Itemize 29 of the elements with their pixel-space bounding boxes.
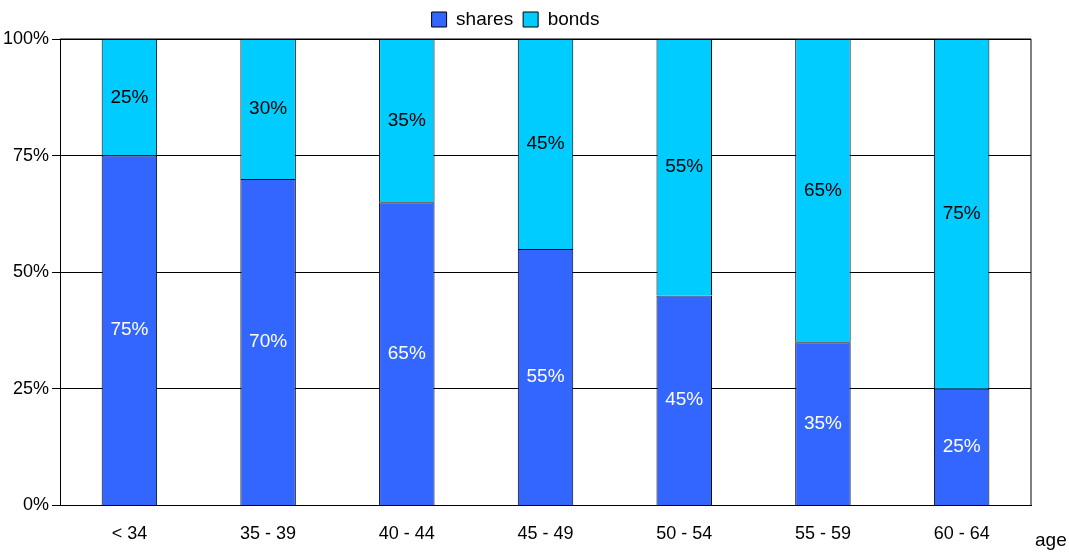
data-label: 35% xyxy=(387,108,426,130)
x-tick-label: 60 - 64 xyxy=(933,523,990,544)
x-tick-label: 45 - 49 xyxy=(517,523,574,544)
y-tick-label: 50% xyxy=(13,261,50,282)
y-tick-label: 75% xyxy=(13,144,50,165)
y-tick-label: 0% xyxy=(23,494,50,515)
legend-label: shares xyxy=(456,7,514,29)
x-tick-label: < 34 xyxy=(111,523,148,544)
legend-label: bonds xyxy=(547,7,600,29)
data-label: 70% xyxy=(249,330,288,352)
x-tick-label: 55 - 59 xyxy=(794,523,851,544)
data-label: 35% xyxy=(803,411,843,433)
x-tick-label: 40 - 44 xyxy=(378,523,435,544)
data-label: 45% xyxy=(665,388,704,410)
data-label: 30% xyxy=(249,97,288,119)
data-label: 75% xyxy=(942,202,981,224)
data-label: 65% xyxy=(803,178,843,200)
y-tick-label: 100% xyxy=(2,27,50,48)
data-label: 55% xyxy=(665,155,704,177)
x-tick-label: 35 - 39 xyxy=(240,523,297,544)
x-tick-label: 50 - 54 xyxy=(656,523,713,544)
data-label: 75% xyxy=(110,318,149,340)
y-tick-label: 25% xyxy=(13,377,50,398)
data-label: 45% xyxy=(526,132,565,154)
data-label: 25% xyxy=(110,85,149,107)
data-label: 55% xyxy=(526,365,565,387)
x-axis-title: age xyxy=(1035,528,1067,550)
data-label: 65% xyxy=(387,341,426,363)
data-label: 25% xyxy=(942,435,981,457)
